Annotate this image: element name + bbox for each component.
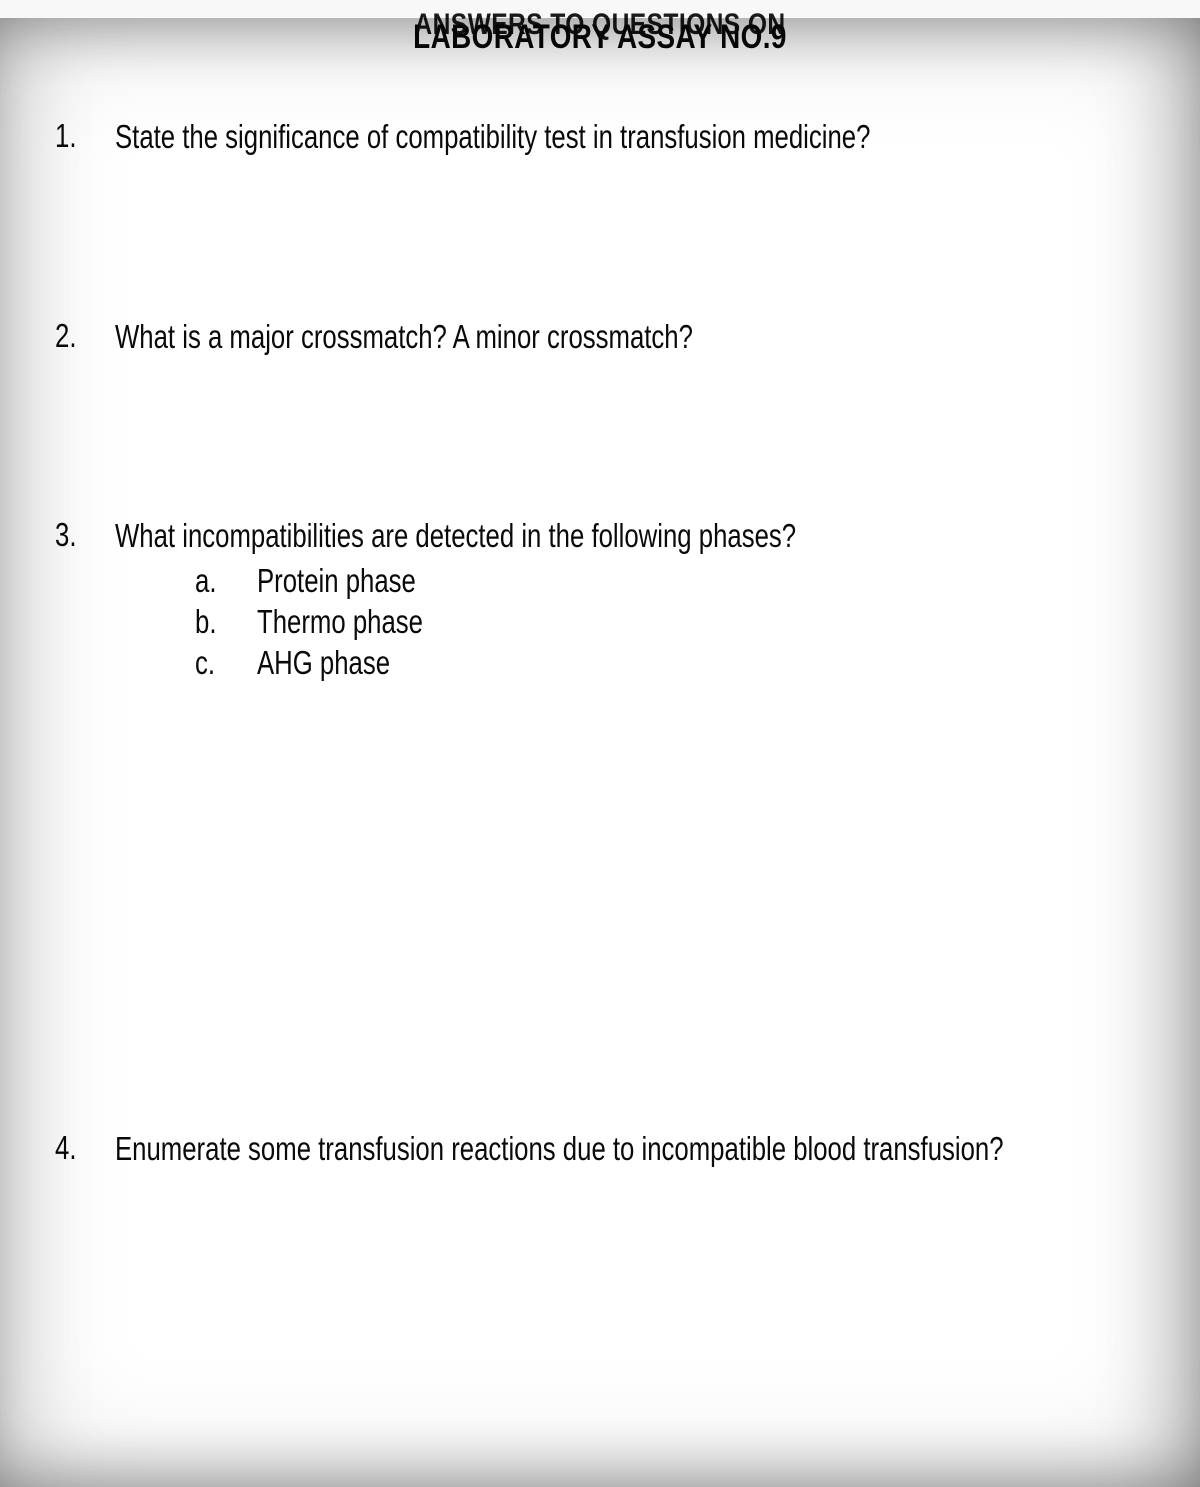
question-text: Enumerate some transfusion reactions due… [115, 1129, 1004, 1169]
sub-letter: a. [195, 560, 243, 601]
question-4: 4. Enumerate some transfusion reactions … [55, 1129, 1145, 1169]
question-list: 1. State the significance of compatibili… [55, 117, 1145, 1168]
sub-item-c: c. AHG phase [195, 642, 1145, 683]
question-number: 3. [55, 516, 102, 554]
question-1: 1. State the significance of compatibili… [55, 117, 1145, 157]
answer-space [55, 356, 1145, 516]
question-text: What incompatibilities are detected in t… [115, 516, 796, 556]
sub-text: Protein phase [257, 560, 416, 601]
sub-letter: c. [195, 642, 243, 683]
question-3: 3. What incompatibilities are detected i… [55, 516, 1145, 556]
sub-text: Thermo phase [257, 601, 423, 642]
sub-letter: b. [195, 601, 243, 642]
sub-item-b: b. Thermo phase [195, 601, 1145, 642]
sub-text: AHG phase [257, 642, 390, 683]
sub-item-a: a. Protein phase [195, 560, 1145, 601]
sub-list: a. Protein phase b. Thermo phase c. AHG … [195, 560, 1145, 684]
question-text: State the significance of compatibility … [115, 117, 870, 157]
answer-space [55, 684, 1145, 1129]
question-number: 1. [55, 117, 102, 155]
document-page: ANSWERS TO QUESTIONS ON LABORATORY ASSAY… [0, 18, 1200, 1487]
question-text: What is a major crossmatch? A minor cros… [115, 317, 693, 357]
question-number: 2. [55, 317, 102, 355]
question-2: 2. What is a major crossmatch? A minor c… [55, 317, 1145, 357]
question-number: 4. [55, 1129, 102, 1167]
page-title: LABORATORY ASSAY NO.9 [153, 18, 1047, 57]
answer-space [55, 157, 1145, 317]
